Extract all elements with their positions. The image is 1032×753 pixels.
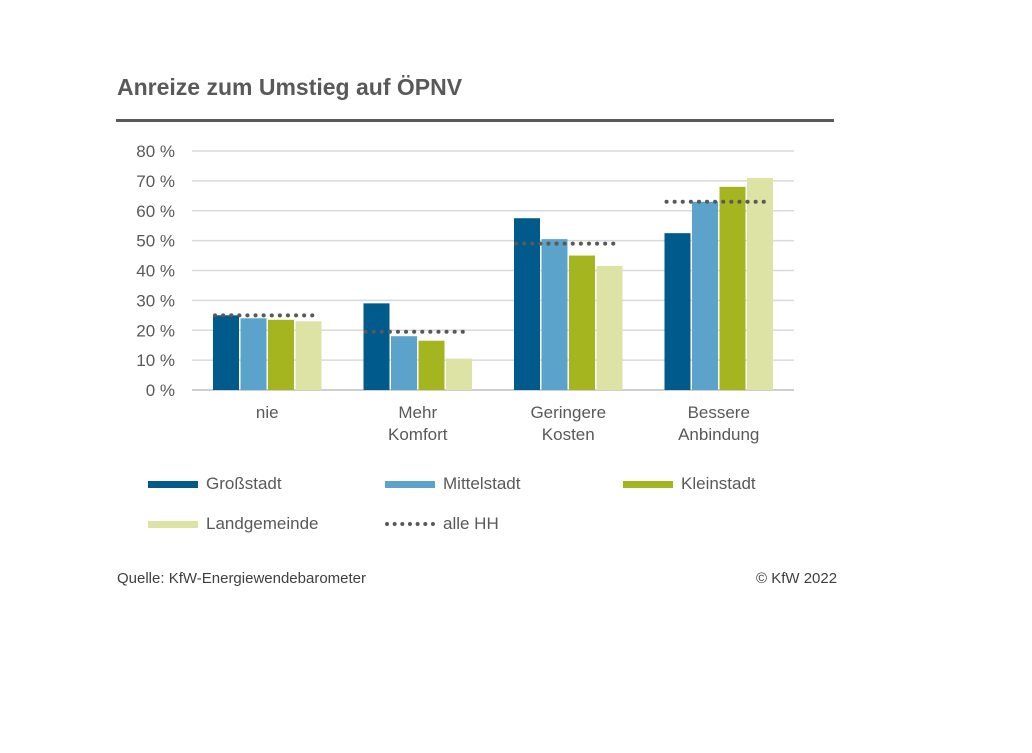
- bar-landgemeinde-2: [596, 266, 623, 390]
- bar-kleinstadt-1: [418, 340, 445, 390]
- bar-landgemeinde-3: [747, 177, 773, 390]
- y-tick-label: 80 %: [136, 142, 175, 161]
- bar-mittelstadt-1: [391, 336, 417, 390]
- y-tick-label: 0 %: [146, 381, 175, 400]
- x-category-label: Mehr Komfort: [388, 403, 448, 444]
- chart-title: Anreize zum Umstieg auf ÖPNV: [117, 74, 463, 100]
- bar-grossstadt-2: [514, 218, 540, 390]
- y-tick-label: 70 %: [136, 172, 175, 191]
- x-category-label: Bessere Anbindung: [678, 403, 759, 444]
- y-tick-label: 10 %: [136, 351, 175, 370]
- y-tick-label: 30 %: [136, 291, 175, 310]
- x-axis-categories: nie Mehr Komfort Geringere Kosten Bessere Anbi…: [256, 403, 760, 444]
- y-tick-label: 50 %: [136, 232, 175, 251]
- x-category-label: Geringere Kosten: [530, 403, 606, 444]
- bar-mittelstadt-3: [692, 201, 718, 390]
- bar-landgemeinde-0: [295, 321, 322, 390]
- reference-lines: [213, 199, 767, 334]
- bar-mittelstadt-2: [541, 239, 568, 390]
- x-category-label: nie: [256, 403, 279, 422]
- bar-grossstadt-1: [363, 303, 390, 390]
- y-tick-label: 20 %: [136, 321, 175, 340]
- y-tick-label: 40 %: [136, 262, 175, 281]
- bar-mittelstadt-0: [240, 318, 267, 390]
- copyright-note: © KfW 2022: [756, 570, 838, 587]
- y-axis-ticks: 0 % 10 % 20 % 30 % 40 % 50 % 60 % 70 % 80 %: [136, 142, 175, 400]
- source-note: Quelle: KfW-Energiewendebarometer: [117, 570, 367, 587]
- bar-kleinstadt-0: [268, 319, 294, 390]
- y-tick-label: 60 %: [136, 202, 175, 221]
- bar-landgemeinde-1: [446, 358, 472, 390]
- bars: [213, 177, 773, 390]
- bar-grossstadt-0: [213, 315, 239, 390]
- bar-kleinstadt-2: [569, 255, 595, 390]
- title-divider: [116, 119, 834, 122]
- bar-kleinstadt-3: [719, 186, 746, 390]
- bar-grossstadt-3: [664, 233, 691, 390]
